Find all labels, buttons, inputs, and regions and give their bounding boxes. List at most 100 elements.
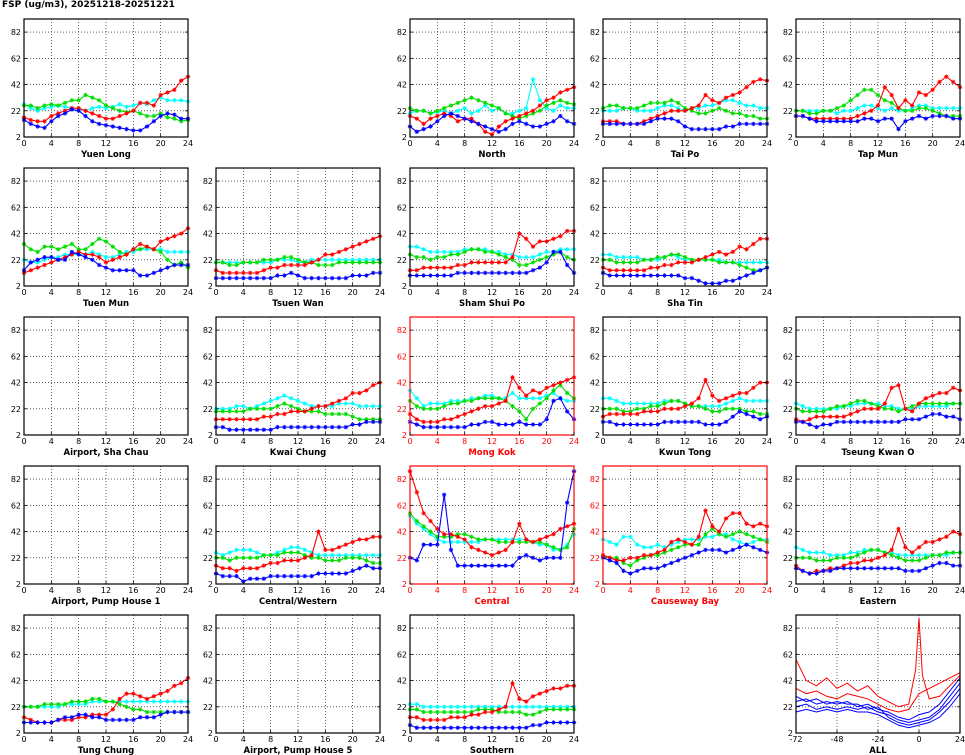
data-point-green [530, 406, 536, 411]
data-point-red [537, 390, 543, 396]
data-point-blue [841, 566, 847, 571]
tick-label-x: 12 [101, 288, 111, 297]
data-point-blue [703, 281, 708, 286]
data-point-red [323, 252, 328, 257]
tick-label-x: 24 [183, 437, 193, 446]
data-point-cyan [455, 704, 461, 709]
data-point-green [628, 563, 633, 568]
data-point-blue [669, 419, 674, 425]
data-point-blue [634, 273, 640, 278]
data-point-blue [723, 278, 729, 283]
data-point-cyan [103, 105, 109, 111]
data-point-cyan [343, 257, 349, 262]
data-point-green [496, 539, 502, 545]
data-point-green [172, 116, 177, 121]
data-point-green [151, 709, 157, 715]
data-point-blue [814, 424, 819, 430]
data-point-cyan [482, 704, 488, 709]
data-point-green [55, 247, 61, 252]
data-point-green [827, 406, 833, 411]
data-point-red [165, 236, 170, 241]
data-point-green [723, 260, 729, 265]
data-point-blue [909, 568, 915, 574]
data-point-blue [689, 419, 695, 425]
data-point-red [503, 398, 508, 404]
data-point-cyan [551, 108, 556, 113]
data-point-cyan [414, 701, 420, 707]
data-point-red [621, 268, 626, 273]
tick-label-x: 0 [600, 288, 605, 297]
data-point-cyan [834, 552, 840, 558]
data-point-red [241, 417, 246, 422]
data-point-red [930, 539, 935, 545]
data-point-red [716, 100, 722, 106]
series-line-blue [409, 471, 575, 567]
data-point-red [744, 84, 749, 90]
data-point-red [882, 401, 888, 406]
data-point-cyan [178, 98, 184, 103]
data-point-green [903, 558, 908, 563]
data-point-green [523, 262, 529, 268]
data-point-red [103, 712, 109, 717]
data-point-green [288, 550, 294, 555]
data-point-green [950, 401, 956, 406]
data-point-red [889, 92, 894, 98]
tick-label-y: 22 [11, 256, 21, 265]
tick-label-x: 12 [680, 288, 690, 297]
data-point-green [370, 417, 376, 422]
tick-label-x: 4 [49, 139, 54, 148]
data-point-green [937, 111, 942, 116]
data-point-blue [329, 571, 335, 576]
data-point-cyan [455, 108, 461, 113]
data-point-red [295, 558, 301, 563]
data-point-red [834, 414, 840, 419]
data-point-red [675, 537, 681, 542]
data-point-blue [90, 119, 95, 124]
data-point-red [916, 545, 922, 550]
tick-label-y: 42 [203, 230, 213, 239]
data-point-blue [455, 725, 461, 730]
data-point-cyan [357, 257, 362, 262]
data-point-red [462, 262, 467, 268]
data-point-green [421, 709, 426, 715]
data-point-cyan [923, 403, 929, 409]
data-point-blue [944, 414, 949, 419]
data-point-cyan [655, 257, 660, 262]
tick-label-x: 12 [487, 139, 497, 148]
data-point-blue [137, 128, 143, 133]
data-point-red [757, 77, 763, 82]
data-point-cyan [83, 701, 88, 707]
data-point-blue [682, 275, 688, 281]
data-point-green [414, 403, 420, 409]
data-point-green [909, 558, 915, 563]
data-point-green [655, 254, 660, 260]
data-point-green [669, 98, 674, 103]
tick-label-x: 8 [76, 288, 81, 297]
data-point-blue [435, 542, 440, 547]
data-point-red [634, 411, 640, 417]
data-point-cyan [309, 403, 314, 409]
tick-label-y: 62 [783, 650, 793, 659]
tick-label-x: 16 [514, 586, 524, 595]
data-point-blue [909, 417, 915, 422]
data-point-cyan [309, 550, 314, 555]
tick-label-x: 20 [348, 437, 358, 446]
data-point-cyan [841, 552, 847, 558]
data-point-cyan [834, 111, 840, 116]
data-point-blue [55, 257, 61, 262]
data-point-red [28, 268, 34, 273]
data-point-blue [28, 720, 34, 725]
data-point-blue [268, 427, 273, 432]
plot-frame [795, 316, 961, 436]
data-point-blue [435, 725, 440, 730]
data-point-blue [309, 424, 314, 430]
data-point-red [482, 550, 488, 555]
data-point-red [336, 249, 342, 255]
data-point-red [462, 411, 467, 417]
data-point-green [855, 398, 860, 404]
data-point-green [151, 113, 157, 119]
data-point-cyan [165, 699, 170, 704]
data-point-red [641, 552, 647, 558]
data-point-red [903, 406, 908, 411]
